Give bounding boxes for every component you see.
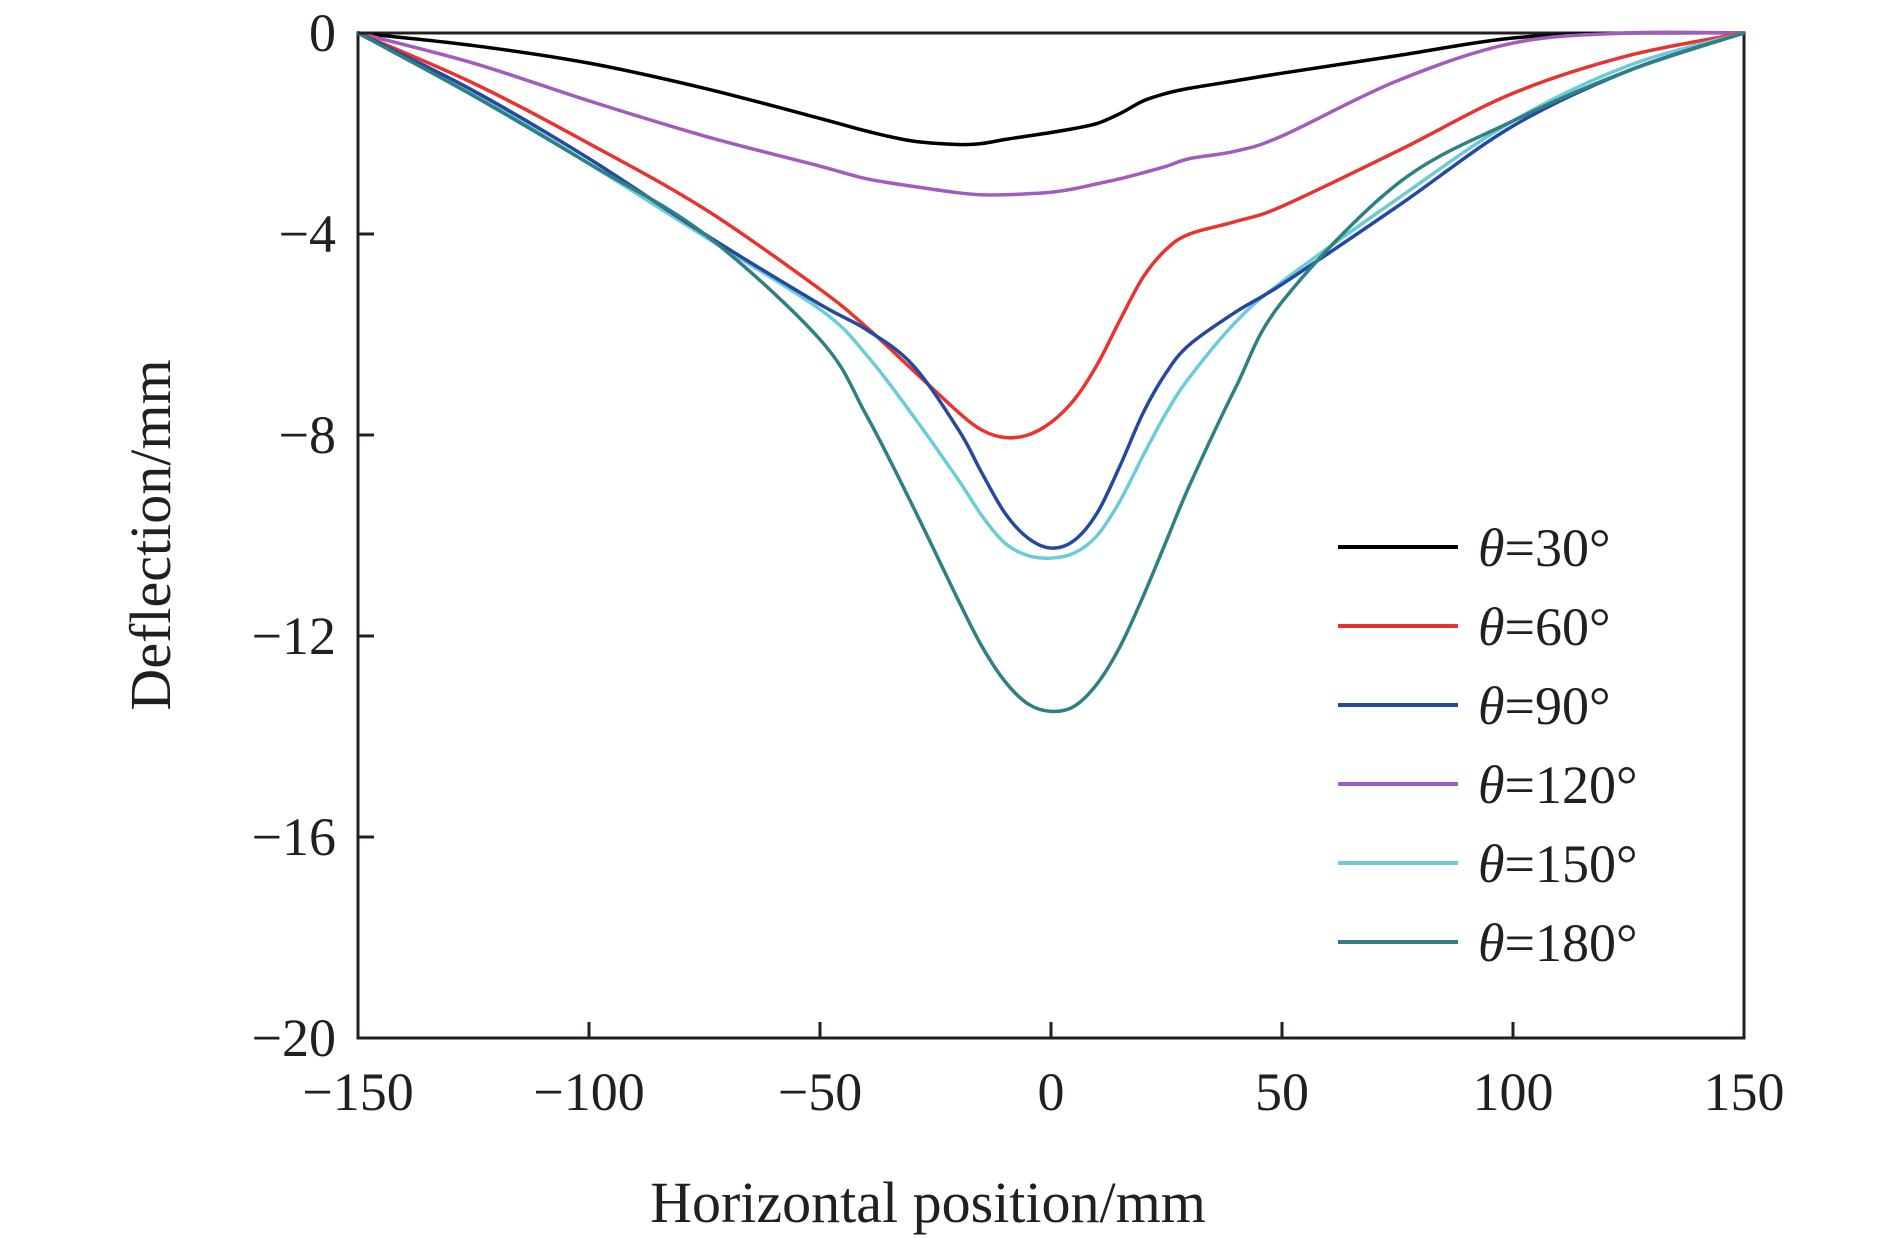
y-tick-label: −8 <box>279 405 336 465</box>
x-tick-label: 150 <box>1704 1062 1785 1122</box>
x-tick-label: −50 <box>778 1062 862 1122</box>
y-axis-title: Deflection/mm <box>118 359 183 710</box>
legend: θ=30° θ=60° θ=90° θ=120° θ=150° θ=180° <box>1338 518 1638 973</box>
series-line <box>356 31 1746 440</box>
series-line <box>356 30 1746 147</box>
axis-ticks: −150 −100 −50 0 50 100 150 0 −4 −8 −12 −16 −20 <box>252 3 1785 1122</box>
y-tick-label: 0 <box>309 3 336 63</box>
x-axis-title: Horizontal position/mm <box>650 1170 1206 1235</box>
legend-label: θ=180° <box>1478 913 1638 973</box>
series-line <box>356 31 1746 714</box>
legend-label: θ=30° <box>1478 518 1611 578</box>
legend-label: θ=120° <box>1478 755 1638 815</box>
x-tick-label: 50 <box>1255 1062 1309 1122</box>
x-tick-label: −100 <box>533 1062 644 1122</box>
legend-label: θ=90° <box>1478 676 1611 736</box>
legend-label: θ=60° <box>1478 597 1611 657</box>
x-tick-label: 100 <box>1473 1062 1554 1122</box>
y-tick-label: −12 <box>252 606 336 666</box>
legend-label: θ=150° <box>1478 834 1638 894</box>
y-tick-label: −16 <box>252 807 336 867</box>
x-tick-label: −150 <box>302 1062 413 1122</box>
series-lines <box>356 30 1746 714</box>
series-line <box>356 30 1746 197</box>
x-tick-label: 0 <box>1038 1062 1065 1122</box>
y-tick-label: −20 <box>252 1008 336 1068</box>
y-tick-label: −4 <box>279 204 336 264</box>
